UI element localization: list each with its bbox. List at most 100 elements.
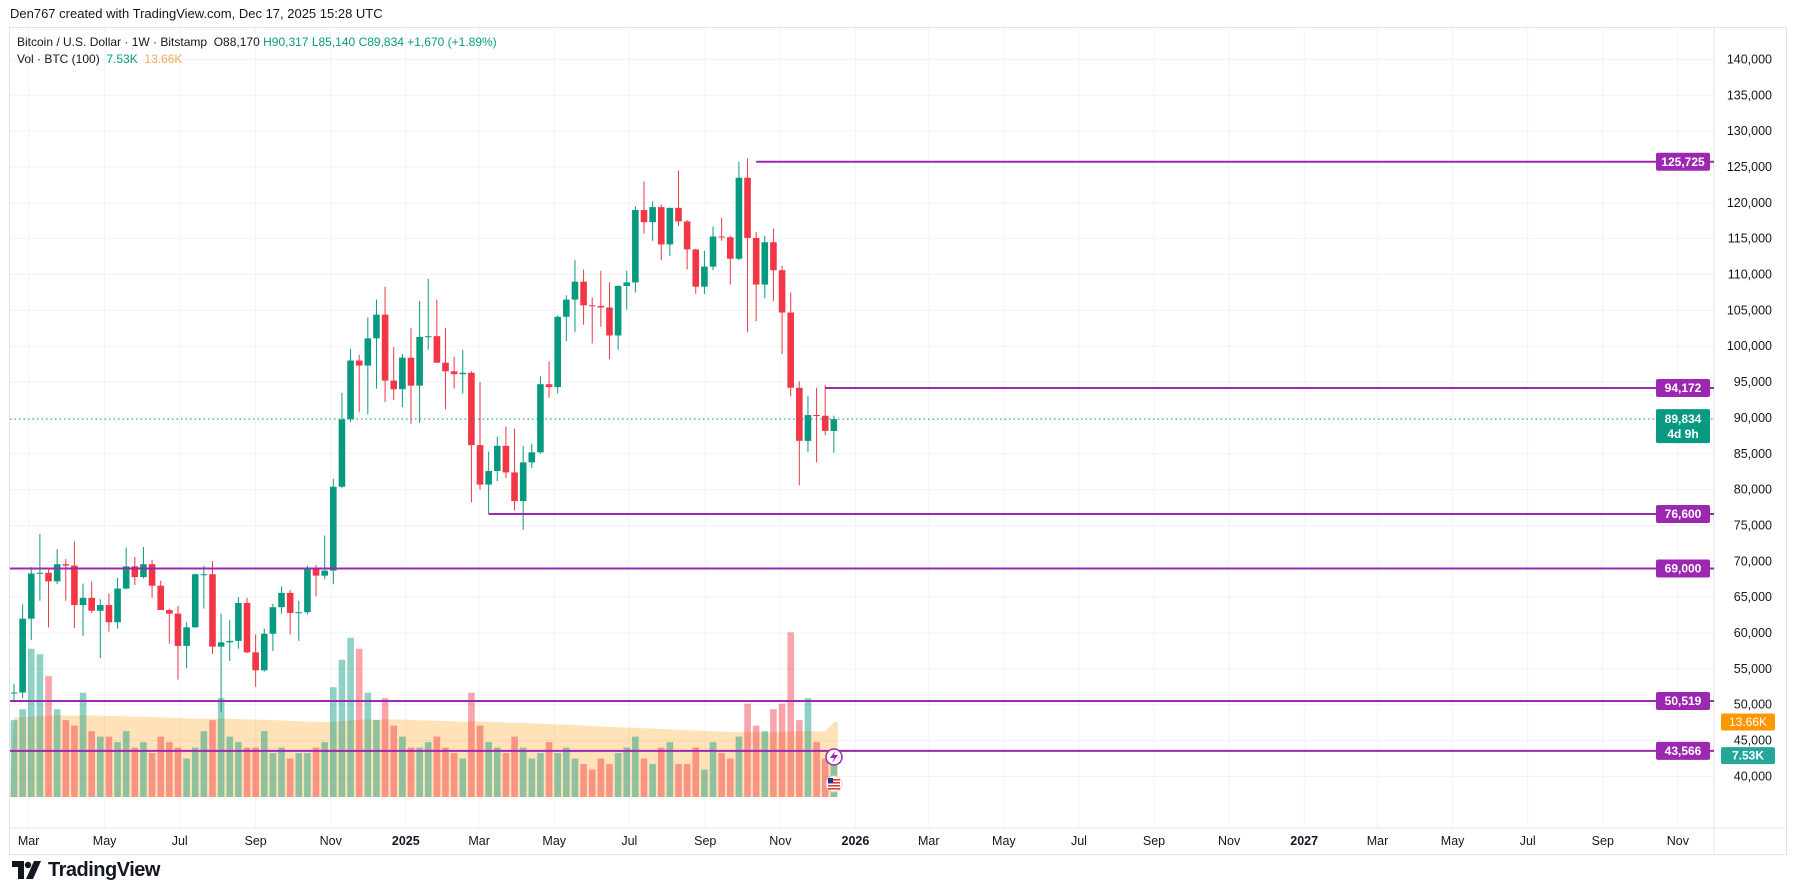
level-price-tag-text: 76,600 xyxy=(1665,507,1702,521)
candle-body xyxy=(364,338,372,366)
candle-body xyxy=(407,357,415,386)
volume-legend[interactable]: Vol · BTC (100) 7.53K 13.66K xyxy=(17,51,497,68)
volume-bar xyxy=(519,747,527,797)
level-price-tag: 94,172 xyxy=(1656,379,1710,397)
candle xyxy=(45,569,52,628)
time-axis-label: Nov xyxy=(769,834,792,848)
volume-tag: 7.53K xyxy=(1721,747,1775,765)
level-price-tag-text: 43,566 xyxy=(1665,744,1702,758)
candle-body xyxy=(614,285,622,336)
volume-bar xyxy=(364,692,372,797)
candle-body xyxy=(692,249,700,287)
symbol-legend[interactable]: Bitcoin / U.S. Dollar · 1W · Bitstamp O8… xyxy=(17,34,497,51)
time-axis-label: Sep xyxy=(1592,834,1614,848)
volume-bar xyxy=(459,758,467,797)
volume-bar xyxy=(554,753,561,797)
candle-body xyxy=(373,314,380,339)
candle xyxy=(252,634,259,687)
ohlc-open: O88,170 xyxy=(213,35,260,49)
candle xyxy=(286,589,294,635)
candle xyxy=(787,292,794,397)
price-axis-label: 65,000 xyxy=(1734,590,1772,604)
volume-bar xyxy=(493,747,501,797)
time-axis-label: Mar xyxy=(18,834,40,848)
volume-bar xyxy=(399,736,406,797)
candle xyxy=(649,201,656,241)
candle-body xyxy=(450,371,458,375)
volume-bar xyxy=(114,742,121,797)
price-axis-label: 75,000 xyxy=(1734,518,1772,532)
candle xyxy=(657,204,665,261)
time-axis-label: May xyxy=(542,834,566,848)
candle-body xyxy=(442,362,449,372)
candle xyxy=(830,415,838,453)
candle xyxy=(243,597,251,654)
candle-body xyxy=(632,209,639,283)
level-price-tag-bg xyxy=(1656,504,1710,523)
volume-bar xyxy=(71,725,78,797)
candle xyxy=(399,354,406,408)
candle xyxy=(355,354,363,413)
candle xyxy=(519,445,527,530)
candle xyxy=(347,349,354,423)
volume-bar xyxy=(770,709,777,797)
candle xyxy=(502,426,510,479)
time-axis-label: 2027 xyxy=(1290,834,1318,848)
volume-bar xyxy=(675,764,682,797)
candle xyxy=(183,622,190,669)
volume-bar xyxy=(597,758,605,797)
volume-bar xyxy=(692,747,700,797)
price-axis-label: 140,000 xyxy=(1727,52,1772,66)
volume-bar xyxy=(442,747,449,797)
candle-body xyxy=(580,281,587,306)
bar-countdown: 4d 9h xyxy=(1667,427,1698,441)
price-axis-label: 125,000 xyxy=(1727,160,1772,174)
price-axis-label: 135,000 xyxy=(1727,88,1772,102)
candle xyxy=(770,228,777,302)
candle xyxy=(726,235,734,285)
candle xyxy=(468,371,475,503)
candle xyxy=(114,577,121,629)
volume-bar xyxy=(545,742,553,797)
volume-bar xyxy=(416,747,423,797)
volume-tag-bg xyxy=(1721,747,1775,765)
level-price-tag-bg xyxy=(1656,559,1710,578)
time-axis-label: Mar xyxy=(468,834,490,848)
us-flag-stripe xyxy=(828,779,840,781)
volume-bar xyxy=(79,692,87,797)
candle xyxy=(701,250,708,294)
candle xyxy=(563,295,570,342)
candle xyxy=(390,346,398,400)
tradingview-logo[interactable]: TradingView xyxy=(12,858,160,882)
candle-body xyxy=(675,207,682,222)
candle xyxy=(226,620,234,661)
candle-body xyxy=(338,419,346,487)
chart-panel[interactable] xyxy=(9,27,1787,855)
volume-bar xyxy=(787,632,794,797)
event-icons xyxy=(825,748,843,793)
candle-body xyxy=(183,627,190,646)
candle-body xyxy=(761,242,769,285)
candle-body xyxy=(416,336,423,386)
price-axis-label: 45,000 xyxy=(1734,734,1772,748)
ohlc-close: C89,834 xyxy=(358,35,404,49)
ohlc-high: H90,317 xyxy=(263,35,309,49)
us-flag-stripe xyxy=(828,782,840,784)
time-axis-label: Nov xyxy=(320,834,343,848)
volume-bar xyxy=(295,753,303,797)
candle-body xyxy=(424,336,432,338)
volume-bar xyxy=(62,720,70,797)
volume-bar xyxy=(614,753,622,797)
candle-body xyxy=(19,618,26,693)
candle xyxy=(200,565,208,609)
volume-bar xyxy=(312,747,320,797)
candle xyxy=(105,593,113,632)
volume-bar xyxy=(813,742,820,797)
candle-body xyxy=(97,605,104,611)
candle-body xyxy=(148,564,156,586)
price-axis-label: 95,000 xyxy=(1734,375,1772,389)
candle xyxy=(407,328,415,424)
volume-bar xyxy=(735,736,743,797)
candle-body xyxy=(752,237,760,285)
